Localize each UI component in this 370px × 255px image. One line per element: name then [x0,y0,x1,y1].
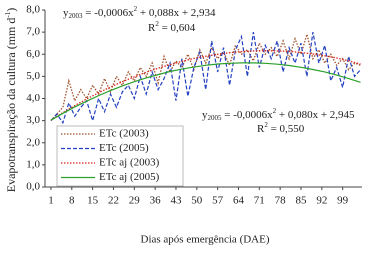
r-part: R [257,123,265,135]
r-sup: 2 [155,20,159,28]
eq-part: y [63,7,69,19]
legend-label: ETc aj (2005) [99,171,160,183]
eq-sup: 2 [273,107,277,115]
eq-part: + 0,080x + 2,945 [276,109,355,121]
x-tick-label: 36 [150,195,162,207]
x-tick-label: 85 [295,195,307,207]
x-tick-label: 64 [233,195,245,207]
x-tick-label: 78 [275,195,287,207]
legend-label: ETc (2005) [99,142,149,154]
r-sup: 2 [264,121,268,129]
legend-label: ETc (2003) [99,128,149,140]
series-line [50,62,361,121]
x-tick-label: 8 [69,195,75,207]
y-tick-label: 6,0 [26,48,40,60]
eq-part: = -0,0006x [83,7,135,19]
r-squared: R2 = 0,550 [257,121,305,135]
y-tick-label: 3,0 [26,114,40,126]
equation: y2005 = -0,0006x2 + 0,080x + 2,945 [202,107,355,122]
r-part: = 0,604 [159,22,196,34]
y-tick-label: 0,0 [26,181,40,193]
x-tick-label: 29 [129,195,141,207]
eq-sub: 2003 [69,12,84,20]
x-tick-label: 43 [170,195,182,207]
eq-sup: 2 [134,5,138,13]
y-label-sup: -1 [4,11,12,17]
x-tick-label: 99 [337,195,349,207]
y-tick-label: 4,0 [26,92,40,104]
y-tick-label: 1,0 [26,158,40,170]
series-line [50,31,361,122]
y-tick-label: 8,0 [26,4,40,16]
x-tick-label: 57 [212,195,224,207]
series-line [50,32,361,125]
eq-part: = -0,0006x [222,109,274,121]
y-axis-label: Evapotranspiração da cultura (mm d-1) [4,8,18,192]
x-tick-label: 92 [316,195,327,207]
x-tick-label: 15 [87,195,99,207]
legend-box [56,125,184,187]
x-tick-label: 50 [191,195,203,207]
r-squared: R2 = 0,604 [148,20,196,34]
eq-part: + 0,088x + 2,934 [137,7,216,19]
equation: y2003 = -0,0006x2 + 0,088x + 2,934 [63,5,216,20]
y-label-text: ) [4,8,18,12]
x-axis-label: Dias após emergência (DAE) [141,234,270,246]
y-tick-label: 7,0 [26,26,40,38]
x-tick-label: 1 [48,195,54,207]
r-part: R [148,22,156,34]
eq-part: y [202,109,208,121]
y-tick-label: 2,0 [26,136,40,148]
plot-area: 0,01,02,03,04,05,06,07,08,01 8 15 22 29 36 43 5… [26,4,362,207]
eq-sub: 2005 [208,114,223,122]
r-part: = 0,550 [268,123,305,135]
series-line [50,50,361,121]
y-label-text: Evapotranspiração da cultura (mm d [4,18,18,193]
x-tick-label: 71 [254,195,265,207]
legend-label: ETc aj (2003) [99,157,160,169]
y-tick-label: 5,0 [26,70,40,82]
x-tick-label: 22 [108,195,119,207]
